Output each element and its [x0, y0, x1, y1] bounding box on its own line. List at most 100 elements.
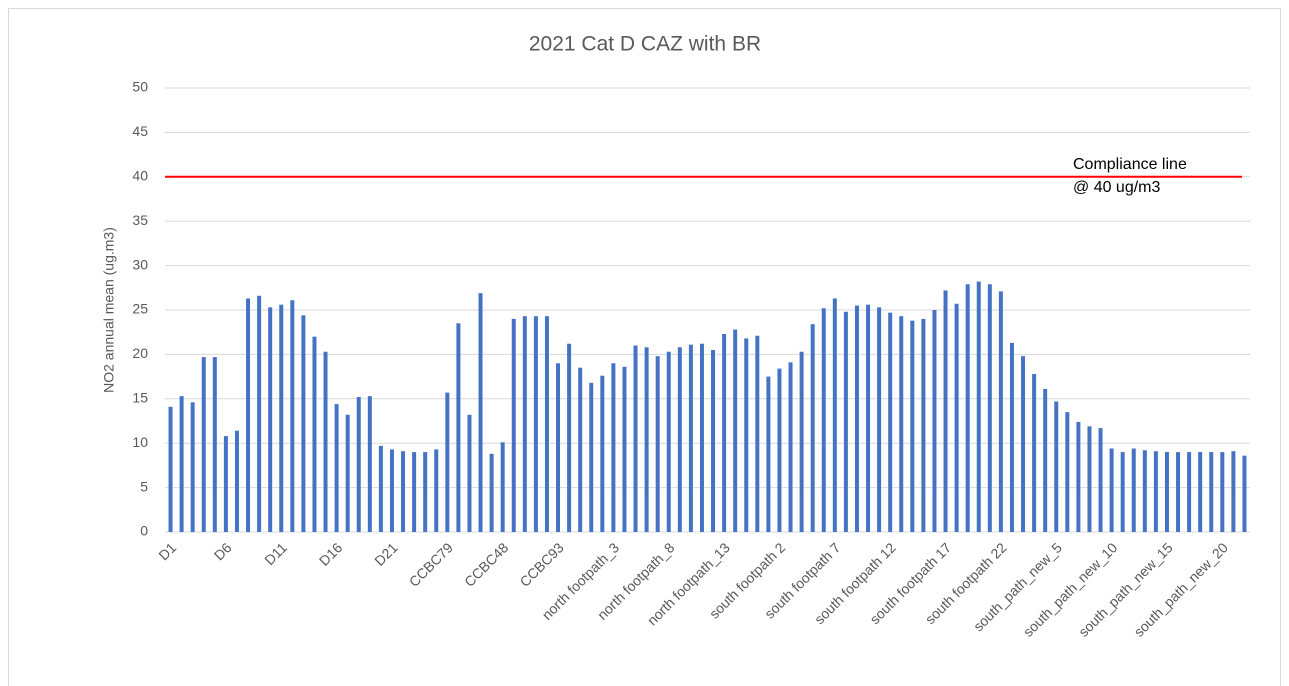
bar: [1220, 452, 1225, 532]
bar: [1076, 421, 1081, 532]
bar: [910, 320, 915, 532]
bar: [445, 392, 450, 532]
bar: [821, 308, 826, 532]
y-tick-label: 25: [132, 301, 148, 317]
bar: [832, 298, 837, 532]
bar: [622, 366, 627, 532]
bar: [954, 303, 959, 532]
y-tick-label: 20: [132, 345, 148, 361]
bar: [1087, 426, 1092, 532]
bar: [976, 281, 981, 532]
bar: [556, 363, 561, 532]
bar: [1187, 452, 1192, 532]
y-tick-label: 50: [132, 79, 148, 95]
bar: [334, 404, 339, 532]
bar: [234, 430, 239, 532]
bar: [1131, 448, 1136, 532]
bar: [799, 351, 804, 532]
y-tick-label: 45: [132, 123, 148, 139]
bar: [722, 333, 727, 532]
bar: [1009, 342, 1014, 532]
bar: [1120, 452, 1125, 532]
bar: [489, 453, 494, 532]
bar: [733, 329, 738, 532]
bar: [345, 414, 350, 532]
bar: [1231, 451, 1236, 532]
y-tick-label: 35: [132, 212, 148, 228]
bar: [589, 382, 594, 532]
bar: [467, 414, 472, 532]
bar: [921, 318, 926, 532]
bar: [877, 307, 882, 532]
bar: [888, 312, 893, 532]
bar: [367, 396, 372, 532]
bar: [578, 367, 583, 532]
y-tick-label: 30: [132, 256, 148, 272]
bar: [1021, 356, 1026, 532]
annotation-text: Compliance line: [1073, 156, 1187, 173]
bar: [1198, 452, 1203, 532]
bar: [201, 357, 206, 532]
y-tick-label: 15: [132, 390, 148, 406]
bar: [1032, 373, 1037, 532]
bar: [1153, 451, 1158, 532]
bar: [168, 406, 173, 532]
bar: [688, 344, 693, 532]
bar: [312, 336, 317, 532]
bar: [190, 402, 195, 532]
y-tick-label: 40: [132, 168, 148, 184]
bar: [1109, 448, 1114, 532]
bar: [434, 449, 439, 532]
bar: [1176, 452, 1181, 532]
bar: [511, 318, 516, 532]
bar: [600, 375, 605, 532]
y-tick-label: 5: [140, 478, 148, 494]
bar: [1054, 401, 1059, 532]
bar: [323, 351, 328, 532]
bar: [290, 300, 295, 532]
bar: [611, 363, 616, 532]
bar: [268, 307, 273, 532]
bar: [179, 396, 184, 532]
y-axis-label: NO2 annual mean (ug.m3): [101, 227, 117, 393]
bar: [456, 323, 461, 532]
bar: [699, 343, 704, 532]
bar: [711, 349, 716, 532]
bar: [478, 293, 483, 532]
bar: [257, 295, 262, 532]
bar: [943, 290, 948, 532]
bar: [301, 315, 306, 532]
bar: [854, 305, 859, 532]
bar: [279, 304, 284, 532]
bar: [1164, 452, 1169, 532]
bar: [356, 397, 361, 532]
bar: [899, 316, 904, 532]
bar: [744, 338, 749, 532]
bar: [567, 343, 572, 532]
bar: [389, 449, 394, 532]
bar: [998, 291, 1003, 532]
bar: [932, 310, 937, 532]
bar: [755, 335, 760, 532]
bar: [788, 362, 793, 532]
bar: [677, 347, 682, 532]
y-tick-label: 0: [140, 523, 148, 539]
bar: [1242, 455, 1247, 532]
bar: [965, 284, 970, 532]
chart-border: [8, 8, 1281, 686]
bar: [1098, 428, 1103, 532]
bar: [655, 356, 660, 532]
bar: [522, 316, 527, 532]
bar: [777, 368, 782, 532]
bar: [1043, 389, 1048, 532]
y-tick-label: 10: [132, 434, 148, 450]
bar: [412, 452, 417, 532]
bar: [633, 345, 638, 532]
bar: [500, 442, 505, 532]
bar: [246, 298, 251, 532]
chart-title: 2021 Cat D CAZ with BR: [529, 33, 761, 56]
bar: [810, 324, 815, 532]
bar: [533, 316, 538, 532]
bar: [987, 284, 992, 532]
